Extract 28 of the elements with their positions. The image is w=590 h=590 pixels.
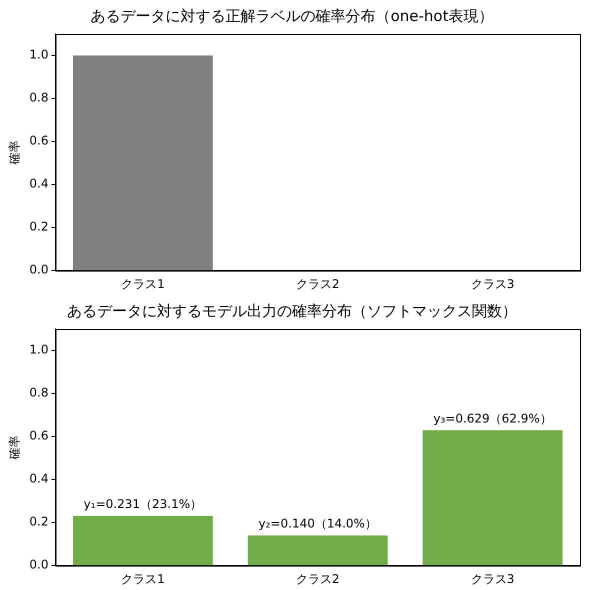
chart-title: あるデータに対するモデル出力の確率分布（ソフトマックス関数）: [67, 302, 517, 320]
x-tick-label: クラス3: [470, 276, 514, 291]
chart-title: あるデータに対する正解ラベルの確率分布（one-hot表現）: [90, 6, 494, 25]
y-tick-label: 0.8: [29, 386, 48, 400]
bar: [72, 516, 213, 566]
x-tick-label: クラス2: [296, 572, 340, 586]
y-tick-label: 0.0: [29, 558, 48, 572]
y-tick-label: 0.4: [29, 472, 48, 486]
bar: [422, 430, 563, 566]
y-tick-label: 0.0: [29, 262, 48, 277]
y-tick-label: 0.6: [29, 134, 48, 148]
y-tick-label: 0.2: [29, 514, 48, 529]
x-tick-label: クラス2: [296, 276, 340, 291]
y-tick-label: 0.2: [29, 220, 48, 234]
y-tick-label: 0.6: [29, 428, 48, 443]
x-tick-label: クラス1: [121, 572, 165, 586]
bar: [248, 535, 388, 566]
data-label: y₃=0.629（62.9%）: [433, 411, 552, 426]
y-tick-label: 1.0: [29, 48, 48, 62]
y-axis-title: 確率: [7, 140, 22, 166]
y-tick-label: 1.0: [29, 342, 48, 357]
x-tick-label: クラス1: [121, 276, 165, 291]
x-tick-label: クラス3: [470, 572, 514, 586]
y-tick-label: 0.8: [29, 90, 48, 105]
y-tick-label: 0.4: [29, 176, 48, 191]
data-label: y₁=0.231（23.1%）: [84, 496, 202, 511]
data-label: y₂=0.140（14.0%）: [258, 516, 377, 530]
y-axis-title: 確率: [7, 435, 22, 460]
